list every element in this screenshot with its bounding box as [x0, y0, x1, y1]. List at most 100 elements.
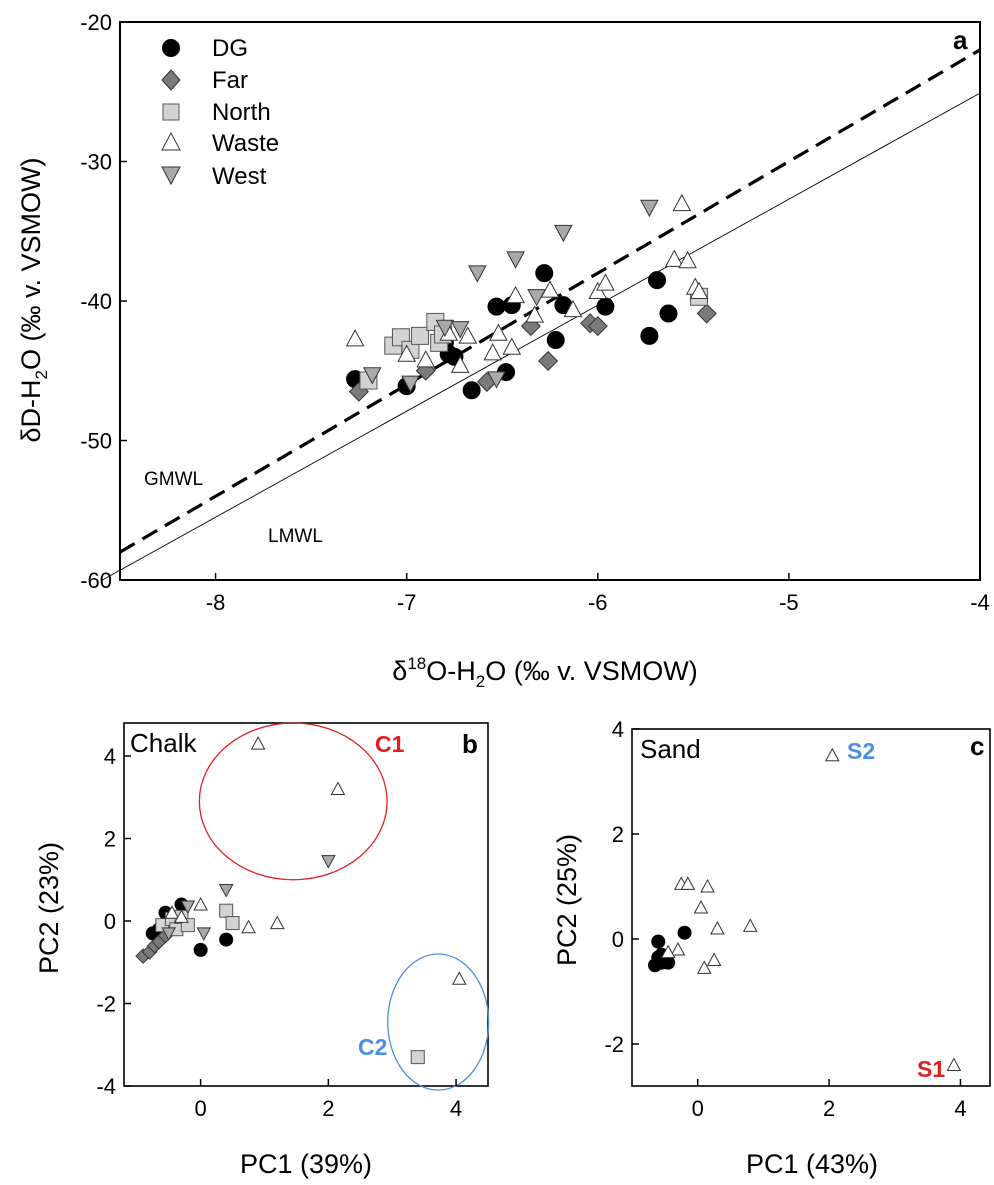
point-waste — [678, 250, 697, 269]
panel-a-x-tick-label: -8 — [206, 590, 226, 615]
point-waste — [660, 944, 676, 959]
point-west — [450, 321, 470, 339]
point-west — [554, 224, 573, 243]
point-far — [587, 316, 608, 337]
legend-label-north: North — [212, 99, 271, 126]
panel-a-y-tick-label: -20 — [80, 10, 112, 35]
panel-b-x-tick-label: 0 — [195, 1096, 207, 1121]
point-dg — [596, 297, 615, 316]
point-dg — [487, 297, 506, 316]
point-waste — [700, 878, 715, 893]
panel-b-x-axis-title: PC1 (39%) — [240, 1149, 372, 1179]
point-dg — [659, 304, 678, 323]
point-waste — [241, 919, 256, 934]
point-dg — [193, 942, 208, 957]
point-dg — [219, 932, 234, 947]
point-west — [218, 884, 234, 898]
point-north — [411, 326, 430, 345]
panel-c-y-axis-title: PC2 (25%) — [552, 834, 582, 966]
point-waste — [174, 909, 189, 923]
point-west — [401, 375, 420, 393]
point-waste — [525, 305, 545, 323]
point-waste — [596, 273, 615, 291]
point-dg — [648, 271, 667, 290]
legend-marker-dg — [162, 39, 180, 57]
panel-b-marks — [135, 736, 467, 1065]
panel-b: 0 2 4 4 2 0 -2 -4 Chalk b C1 C2 PC1 (39%) PC2 (… — [34, 722, 490, 1179]
point-waste — [696, 960, 712, 974]
legend-label-dg: DG — [212, 35, 248, 62]
panel-b-x-tick-label: 2 — [322, 1096, 334, 1121]
panel-c-y-tick-label: 2 — [612, 822, 624, 847]
point-waste — [506, 285, 525, 304]
point-waste — [502, 337, 522, 355]
panel-c-frame — [631, 728, 991, 1087]
point-west — [435, 319, 455, 338]
gmwl-line — [119, 48, 981, 554]
point-waste — [946, 1057, 962, 1072]
panel-c-letter: c — [970, 731, 984, 761]
point-waste — [825, 747, 840, 762]
point-waste — [588, 281, 608, 299]
legend-label-waste: Waste — [212, 130, 279, 157]
point-waste — [672, 193, 692, 212]
legend-label-west: West — [212, 163, 267, 190]
point-north — [219, 903, 234, 918]
point-waste — [489, 323, 508, 341]
panel-a-letter: a — [953, 25, 968, 55]
legend-marker-west — [161, 166, 181, 186]
panel-c: 0 2 4 4 2 0 -2 Sand c S2 S1 PC1 (43%) PC2 (25%… — [552, 717, 991, 1179]
panel-a-ticks: -8 -7 -6 -5 -4 -20 -30 -40 -50 -60 — [80, 10, 990, 615]
legend-marker-far — [161, 69, 181, 91]
panel-b-y-tick-label: -2 — [96, 992, 116, 1017]
panel-b-y-tick-label: 4 — [104, 744, 116, 769]
panel-c-title: Sand — [640, 734, 701, 764]
panel-a-x-axis-title: δ18O-H2O (‰ v. VSMOW) — [392, 654, 697, 691]
panel-c-y-tick-label: 4 — [612, 717, 624, 742]
point-waste — [269, 915, 285, 930]
panel-a-marks — [345, 193, 717, 402]
point-waste — [483, 343, 503, 361]
panel-b-y-tick-label: 0 — [104, 909, 116, 934]
panel-b-letter: b — [462, 729, 478, 759]
point-waste — [164, 905, 180, 919]
point-north — [225, 916, 240, 931]
c1-label: C1 — [375, 731, 405, 757]
point-waste — [451, 971, 467, 985]
lmwl-label: LMWL — [268, 526, 323, 547]
legend: DG Far North Waste West — [161, 35, 279, 190]
point-far — [538, 350, 559, 372]
point-waste — [193, 896, 208, 911]
point-west — [506, 251, 525, 269]
point-west — [196, 927, 212, 941]
point-west — [527, 289, 546, 307]
panel-b-y-axis-title: PC2 (23%) — [34, 842, 64, 974]
panel-c-ticks: 0 2 4 4 2 0 -2 — [604, 717, 966, 1121]
point-west — [180, 900, 196, 915]
panel-a-x-tick-label: -5 — [779, 590, 799, 615]
panel-a-y-tick-label: -50 — [80, 429, 112, 454]
panel-a-x-tick-label: -6 — [588, 590, 608, 615]
s2-label: S2 — [847, 738, 875, 764]
point-waste — [330, 781, 346, 796]
point-waste — [710, 920, 725, 935]
gmwl-label: GMWL — [144, 469, 203, 490]
point-waste — [706, 952, 722, 967]
point-waste — [563, 299, 583, 318]
panel-c-x-axis-title: PC1 (43%) — [746, 1149, 878, 1179]
point-west — [362, 367, 382, 385]
point-waste — [689, 281, 709, 299]
legend-marker-waste — [161, 131, 181, 151]
panel-b-title: Chalk — [130, 728, 197, 758]
panel-c-x-tick-label: 4 — [954, 1096, 966, 1121]
point-west — [487, 371, 506, 389]
point-west — [321, 855, 336, 869]
point-waste — [416, 350, 436, 368]
point-far — [696, 303, 717, 324]
point-waste — [250, 736, 266, 750]
lmwl-line — [102, 92, 981, 581]
s1-label: S1 — [917, 1056, 945, 1082]
point-waste — [345, 329, 365, 347]
point-west — [161, 927, 177, 941]
